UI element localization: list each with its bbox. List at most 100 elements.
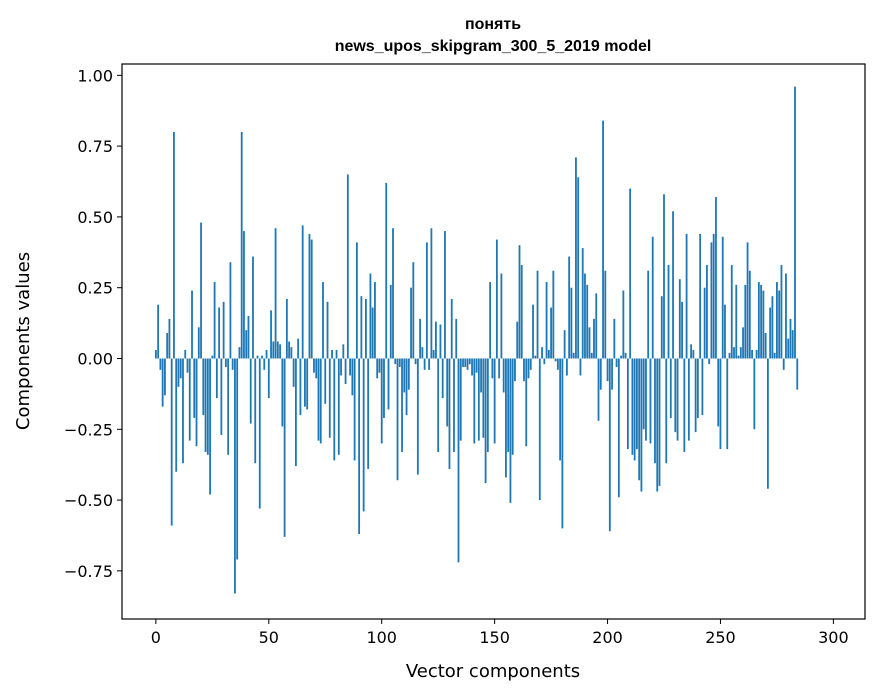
bar-11 — [179, 358, 182, 379]
bar-149 — [491, 358, 494, 379]
bar-238 — [692, 349, 695, 359]
bar-226 — [665, 358, 668, 464]
bar-128 — [444, 231, 446, 359]
bar-33 — [229, 262, 232, 359]
bar-252 — [724, 304, 726, 359]
bar-180 — [561, 358, 564, 529]
bar-158 — [511, 358, 514, 455]
bar-134 — [457, 358, 460, 563]
bar-0 — [154, 349, 157, 359]
bar-12 — [182, 358, 184, 464]
bar-131 — [450, 299, 453, 359]
bar-42 — [249, 358, 252, 424]
y-tick-label-4: 0.25 — [77, 279, 113, 298]
bar-113 — [410, 287, 412, 359]
bar-107 — [396, 358, 399, 481]
bar-96 — [371, 307, 374, 359]
bar-262 — [746, 242, 749, 359]
bar-206 — [620, 355, 622, 359]
bar-127 — [441, 358, 444, 399]
bar-173 — [545, 282, 548, 359]
x-tick-label-50: 50 — [259, 628, 279, 647]
bar-126 — [439, 324, 442, 359]
bar-183 — [568, 256, 571, 359]
bar-77 — [328, 358, 331, 438]
bar-94 — [367, 358, 370, 469]
bar-4 — [164, 358, 166, 396]
bar-194 — [593, 318, 595, 359]
bar-20 — [200, 222, 202, 359]
bar-179 — [559, 358, 562, 461]
bar-102 — [385, 182, 388, 359]
bar-251 — [721, 236, 724, 359]
bar-199 — [604, 270, 607, 359]
bar-170 — [538, 358, 541, 501]
bar-71 — [315, 358, 318, 379]
bar-193 — [590, 352, 593, 359]
bar-58 — [285, 299, 288, 359]
bar-182 — [565, 358, 568, 376]
bar-72 — [317, 358, 320, 441]
bar-271 — [766, 358, 769, 489]
bar-2 — [159, 358, 162, 370]
x-tick-label-200: 200 — [592, 628, 623, 647]
bar-155 — [505, 358, 507, 478]
bar-13 — [184, 349, 187, 359]
bar-140 — [471, 358, 473, 376]
bar-78 — [331, 349, 333, 359]
bar-150 — [493, 358, 496, 444]
bar-277 — [780, 265, 783, 359]
bar-143 — [477, 358, 480, 441]
bar-172 — [543, 358, 546, 365]
bar-5 — [166, 333, 169, 359]
bar-108 — [398, 358, 401, 367]
bar-169 — [536, 270, 539, 359]
bar-162 — [520, 265, 523, 359]
bar-224 — [660, 296, 663, 359]
bar-250 — [719, 358, 722, 450]
bar-73 — [319, 358, 322, 444]
bar-166 — [529, 358, 532, 370]
bar-46 — [258, 358, 261, 509]
x-tick-label-0: 0 — [151, 628, 161, 647]
bar-123 — [432, 349, 435, 359]
bar-174 — [547, 349, 550, 359]
bar-248 — [715, 197, 717, 359]
bar-67 — [306, 358, 309, 410]
bar-245 — [708, 358, 711, 365]
bar-276 — [778, 290, 781, 359]
bar-198 — [602, 120, 604, 359]
bar-43 — [252, 256, 254, 359]
bar-119 — [423, 358, 426, 370]
bar-63 — [297, 338, 300, 359]
y-tick-label-3: 0.00 — [77, 349, 113, 368]
bar-142 — [475, 358, 478, 373]
bar-17 — [193, 358, 196, 418]
bar-69 — [310, 239, 313, 359]
bar-118 — [421, 347, 424, 359]
bar-48 — [263, 358, 266, 370]
bar-68 — [308, 233, 311, 359]
bar-75 — [324, 358, 327, 404]
y-tick-label-2: −0.25 — [64, 420, 113, 439]
bar-45 — [256, 355, 259, 359]
bar-176 — [552, 270, 555, 359]
bar-215 — [640, 358, 643, 492]
bar-234 — [683, 358, 686, 452]
bar-97 — [374, 282, 376, 359]
bar-254 — [728, 352, 731, 359]
bar-209 — [626, 358, 629, 450]
bar-6 — [168, 318, 171, 359]
bar-84 — [344, 358, 347, 384]
y-tick-label-0: −0.75 — [64, 562, 113, 581]
bar-32 — [227, 358, 230, 455]
bar-233 — [681, 301, 683, 359]
bar-47 — [261, 355, 263, 359]
bar-204 — [615, 358, 618, 367]
bar-54 — [276, 341, 279, 359]
bar-10 — [177, 358, 180, 387]
bar-186 — [575, 157, 577, 359]
bar-191 — [586, 284, 589, 359]
bar-147 — [486, 358, 489, 452]
bar-129 — [446, 358, 449, 427]
